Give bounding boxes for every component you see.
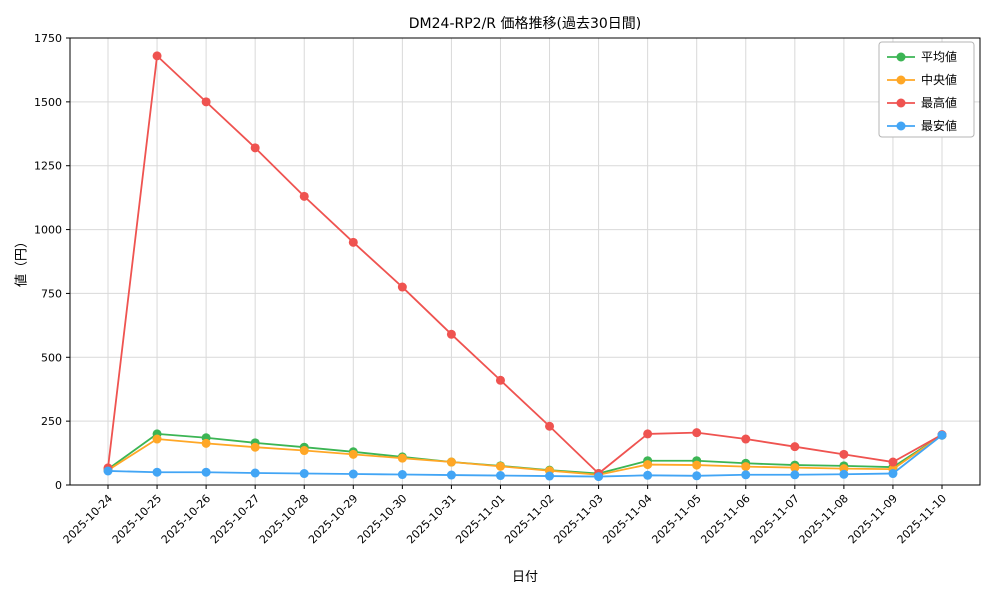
legend-marker-average [896, 52, 906, 62]
data-point-min [397, 470, 407, 480]
legend-marker-min [896, 121, 906, 131]
data-point-min [790, 470, 800, 480]
data-point-median [495, 461, 505, 471]
x-tick-label: 2025-11-09 [846, 492, 900, 546]
data-point-max [397, 282, 407, 292]
data-point-min [741, 470, 751, 480]
legend-label-min: 最安値 [921, 118, 957, 133]
data-point-max [299, 191, 309, 201]
series-line-median [107, 434, 943, 476]
data-point-max [348, 237, 358, 247]
x-tick-label: 2025-11-10 [895, 492, 949, 546]
data-point-min [299, 469, 309, 479]
data-point-min [495, 471, 505, 481]
x-tick-label: 2025-10-31 [404, 492, 458, 546]
data-point-max [250, 143, 260, 153]
data-point-max [692, 428, 702, 438]
data-point-median [741, 462, 751, 472]
data-point-median [152, 434, 162, 444]
data-point-max [790, 442, 800, 452]
data-point-min [103, 466, 113, 476]
data-point-min [839, 469, 849, 479]
x-tick-label: 2025-11-07 [748, 492, 802, 546]
x-tick-label: 2025-10-24 [61, 492, 115, 546]
data-point-min [643, 470, 653, 480]
x-tick-label: 2025-10-26 [159, 492, 213, 546]
series-line-max [107, 54, 943, 475]
x-tick-label: 2025-11-01 [453, 492, 507, 546]
y-tick-label: 0 [55, 479, 62, 492]
data-point-min [250, 468, 260, 478]
data-point-min [446, 470, 456, 480]
data-point-min [937, 430, 947, 440]
data-point-min [692, 471, 702, 481]
data-point-max [446, 329, 456, 339]
data-point-min [545, 471, 555, 481]
legend-label-max: 最高値 [921, 95, 957, 110]
data-point-median [446, 457, 456, 467]
legend-marker-max [896, 98, 906, 108]
legend-box [878, 41, 975, 138]
x-tick-label: 2025-10-28 [257, 492, 311, 546]
data-point-median [250, 442, 260, 452]
data-point-median [299, 446, 309, 456]
y-tick-label: 750 [41, 287, 62, 300]
data-point-max [888, 457, 898, 467]
data-point-max [741, 434, 751, 444]
x-tick-label: 2025-11-03 [551, 492, 605, 546]
chart-title: DM24-RP2/R 価格推移(過去30日間) [408, 16, 642, 32]
data-point-median [790, 463, 800, 473]
data-point-max [545, 421, 555, 431]
x-tick-label: 2025-11-05 [649, 492, 703, 546]
data-point-median [348, 449, 358, 459]
y-tick-label: 1250 [34, 160, 62, 173]
data-point-median [692, 460, 702, 470]
data-point-max [152, 51, 162, 61]
x-tick-label: 2025-11-02 [502, 492, 556, 546]
x-tick-label: 2025-11-06 [698, 492, 752, 546]
legend-marker-median [896, 75, 906, 85]
data-point-median [397, 453, 407, 463]
y-tick-label: 500 [41, 351, 62, 364]
data-point-max [839, 449, 849, 459]
x-tick-label: 2025-10-30 [355, 492, 409, 546]
legend-label-median: 中央値 [921, 72, 957, 87]
data-point-max [495, 375, 505, 385]
x-axis-label: 日付 [511, 570, 538, 585]
x-tick-label: 2025-10-25 [110, 492, 164, 546]
data-point-min [888, 469, 898, 479]
x-tick-label: 2025-10-29 [306, 492, 360, 546]
data-point-min [201, 467, 211, 477]
y-tick-label: 1500 [34, 96, 62, 109]
data-point-max [643, 429, 653, 439]
y-axis-label: 値（円） [14, 234, 30, 288]
data-point-max [201, 97, 211, 107]
y-tick-label: 1000 [34, 224, 62, 237]
plot-border [69, 37, 981, 486]
data-point-min [348, 469, 358, 479]
y-tick-label: 250 [41, 415, 62, 428]
data-point-median [201, 438, 211, 448]
x-tick-label: 2025-11-08 [797, 492, 851, 546]
y-tick-label: 1750 [34, 32, 62, 45]
legend-label-average: 平均値 [921, 49, 957, 64]
x-tick-label: 2025-11-04 [600, 492, 654, 546]
data-point-median [643, 460, 653, 470]
x-tick-label: 2025-10-27 [208, 492, 262, 546]
data-point-min [152, 467, 162, 477]
data-point-min [594, 472, 604, 482]
series-line-min [107, 434, 943, 478]
